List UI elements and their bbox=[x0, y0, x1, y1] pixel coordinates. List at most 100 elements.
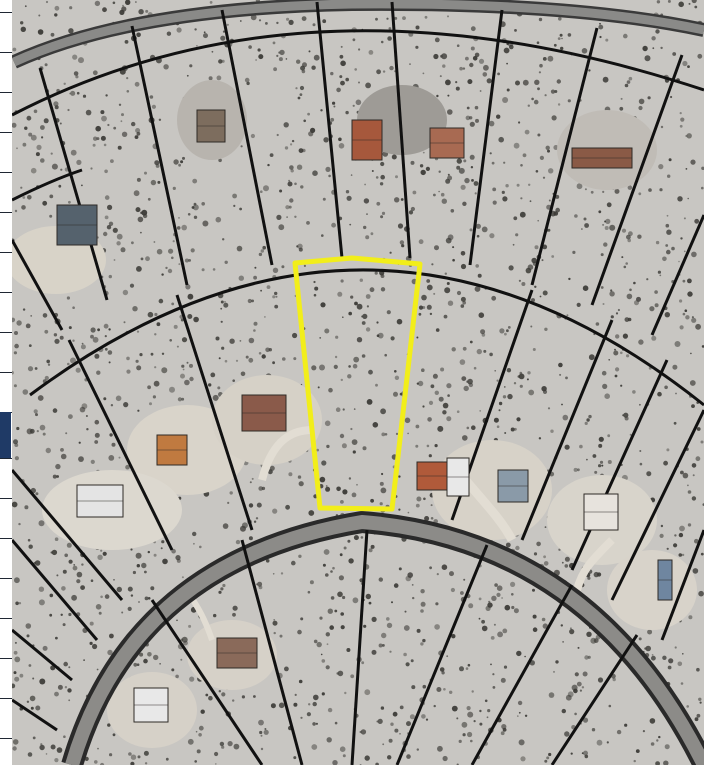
shrub bbox=[498, 409, 501, 412]
shrub bbox=[154, 366, 157, 369]
shrub bbox=[521, 282, 526, 286]
shrub bbox=[493, 417, 499, 423]
shrub bbox=[430, 384, 435, 389]
shrub bbox=[625, 262, 628, 265]
shrub bbox=[476, 234, 480, 238]
shrub bbox=[105, 94, 108, 97]
shrub bbox=[140, 257, 144, 261]
shrub bbox=[394, 16, 398, 20]
shrub bbox=[532, 588, 535, 592]
shrub bbox=[165, 757, 169, 761]
shrub bbox=[558, 362, 563, 368]
shrub bbox=[365, 235, 370, 240]
shrub bbox=[678, 532, 684, 538]
shrub bbox=[687, 197, 689, 200]
shrub bbox=[416, 748, 419, 751]
shrub bbox=[419, 164, 424, 168]
shrub bbox=[294, 215, 297, 218]
shrub bbox=[614, 188, 620, 194]
shrub bbox=[606, 741, 609, 744]
shrub bbox=[189, 376, 194, 382]
shrub bbox=[584, 188, 587, 191]
shrub bbox=[490, 663, 492, 666]
shrub bbox=[623, 265, 627, 269]
lot-line bbox=[315, 1, 344, 259]
shrub bbox=[76, 571, 83, 578]
shrub bbox=[674, 646, 677, 649]
shrub bbox=[89, 641, 93, 646]
shrub bbox=[37, 395, 44, 401]
aerial-map-canvas[interactable] bbox=[12, 0, 704, 765]
shrub bbox=[273, 619, 276, 621]
shrub bbox=[562, 414, 569, 421]
shrub bbox=[338, 137, 342, 142]
shrub bbox=[39, 744, 45, 751]
shrub bbox=[439, 75, 442, 78]
shrub bbox=[529, 200, 532, 203]
shrub bbox=[220, 587, 224, 591]
shrub bbox=[460, 591, 464, 595]
shrub bbox=[333, 105, 336, 108]
shrub bbox=[68, 699, 71, 702]
shrub bbox=[302, 148, 306, 153]
shrub bbox=[680, 470, 684, 475]
shrub bbox=[376, 201, 381, 206]
shrub bbox=[53, 333, 58, 337]
shrub bbox=[496, 379, 499, 382]
shrub bbox=[126, 369, 131, 374]
shrub bbox=[627, 185, 633, 190]
shrub bbox=[590, 190, 594, 194]
lot-line bbox=[395, 544, 489, 765]
shrub bbox=[553, 670, 555, 673]
shrub bbox=[456, 158, 462, 164]
shrub bbox=[340, 45, 343, 48]
shrub bbox=[141, 562, 147, 569]
shrub bbox=[374, 271, 378, 275]
shrub bbox=[19, 673, 24, 678]
shrub bbox=[421, 714, 426, 719]
shrub bbox=[194, 760, 197, 763]
shrub bbox=[232, 379, 235, 383]
shrub bbox=[345, 77, 350, 82]
shrub bbox=[54, 105, 59, 110]
shrub bbox=[464, 177, 470, 184]
shrub bbox=[36, 144, 42, 150]
selected-row-marker[interactable] bbox=[0, 412, 11, 458]
shrub bbox=[30, 167, 37, 174]
shrub bbox=[667, 0, 671, 3]
shrub bbox=[666, 547, 669, 550]
shrub bbox=[310, 127, 316, 133]
shrub bbox=[306, 221, 310, 225]
shrub bbox=[666, 214, 669, 217]
shrub bbox=[679, 112, 682, 115]
shrub bbox=[102, 7, 107, 13]
shrub bbox=[678, 553, 683, 557]
shrub bbox=[642, 730, 646, 733]
shrub bbox=[279, 189, 283, 193]
shrub bbox=[548, 199, 551, 202]
shrub bbox=[466, 706, 471, 711]
shrub bbox=[130, 594, 134, 597]
shrub bbox=[161, 540, 165, 544]
shrub bbox=[107, 649, 113, 656]
shrub bbox=[44, 63, 48, 67]
shrub bbox=[459, 666, 464, 672]
shrub bbox=[409, 714, 415, 720]
shrub bbox=[354, 301, 358, 306]
shrub bbox=[685, 315, 690, 320]
shrub bbox=[616, 729, 622, 735]
highlighted-parcel[interactable] bbox=[292, 255, 423, 512]
shrub bbox=[103, 397, 107, 401]
shrub bbox=[325, 573, 329, 577]
roads-layer bbox=[12, 0, 704, 765]
shrub bbox=[24, 126, 28, 130]
shrub bbox=[519, 384, 523, 388]
shrub bbox=[239, 207, 243, 211]
shrub bbox=[338, 143, 345, 149]
shrub bbox=[539, 63, 543, 68]
shrub bbox=[396, 318, 403, 325]
shrub bbox=[689, 380, 696, 386]
shrub bbox=[481, 625, 488, 632]
ruler-tick bbox=[0, 618, 12, 619]
shrub bbox=[335, 335, 339, 339]
